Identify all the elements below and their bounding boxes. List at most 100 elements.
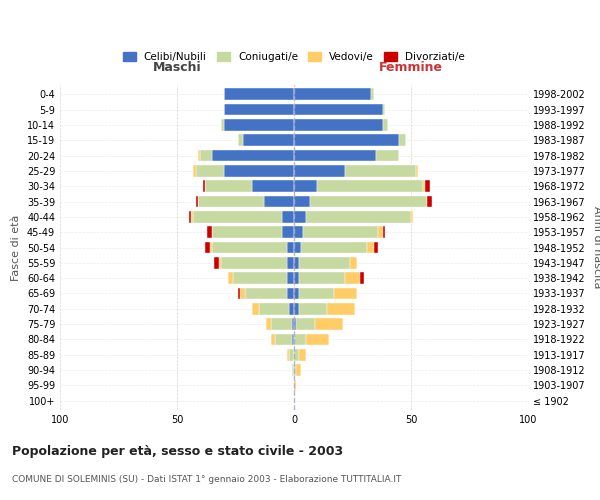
Bar: [208, 226, 212, 238]
Bar: [221, 257, 287, 268]
Bar: [238, 134, 242, 146]
Bar: [416, 165, 418, 176]
Bar: [310, 196, 427, 207]
Bar: [383, 119, 388, 130]
Bar: [289, 303, 294, 314]
Bar: [229, 272, 233, 284]
Bar: [301, 242, 367, 253]
Bar: [287, 349, 289, 360]
Text: COMUNE DI SOLEMINIS (SU) - Dati ISTAT 1° gennaio 2003 - Elaborazione TUTTITALIA.: COMUNE DI SOLEMINIS (SU) - Dati ISTAT 1°…: [12, 475, 401, 484]
Bar: [427, 196, 432, 207]
Bar: [294, 119, 383, 130]
Bar: [299, 303, 327, 314]
Bar: [294, 226, 304, 238]
Bar: [294, 349, 299, 360]
Bar: [400, 134, 406, 146]
Bar: [294, 288, 299, 299]
Bar: [287, 257, 294, 268]
Bar: [294, 165, 346, 176]
Bar: [196, 196, 198, 207]
Bar: [271, 334, 275, 345]
Bar: [238, 288, 240, 299]
Bar: [306, 211, 411, 222]
Bar: [374, 242, 378, 253]
Bar: [242, 134, 294, 146]
Bar: [294, 257, 299, 268]
Bar: [299, 257, 350, 268]
Bar: [221, 119, 224, 130]
Bar: [296, 318, 315, 330]
Bar: [378, 226, 383, 238]
Bar: [240, 288, 245, 299]
Bar: [294, 134, 400, 146]
Bar: [224, 119, 294, 130]
Bar: [334, 288, 357, 299]
Bar: [263, 196, 294, 207]
Bar: [283, 211, 294, 222]
Bar: [196, 165, 224, 176]
Text: Femmine: Femmine: [379, 62, 443, 74]
Bar: [383, 226, 385, 238]
Text: Maschi: Maschi: [152, 62, 202, 74]
Bar: [292, 364, 294, 376]
Bar: [425, 180, 430, 192]
Bar: [294, 380, 296, 391]
Text: Popolazione per età, sesso e stato civile - 2003: Popolazione per età, sesso e stato civil…: [12, 445, 343, 458]
Bar: [252, 303, 259, 314]
Bar: [210, 242, 212, 253]
Bar: [299, 272, 346, 284]
Bar: [294, 104, 383, 116]
Bar: [294, 242, 301, 253]
Bar: [252, 180, 294, 192]
Bar: [224, 88, 294, 100]
Bar: [294, 211, 306, 222]
Bar: [376, 150, 400, 162]
Y-axis label: Fasce di età: Fasce di età: [11, 214, 21, 280]
Bar: [287, 288, 294, 299]
Bar: [359, 272, 364, 284]
Bar: [317, 180, 422, 192]
Bar: [294, 334, 306, 345]
Bar: [294, 150, 376, 162]
Bar: [411, 211, 413, 222]
Bar: [193, 211, 283, 222]
Bar: [315, 318, 343, 330]
Bar: [200, 150, 212, 162]
Bar: [283, 226, 294, 238]
Bar: [350, 257, 357, 268]
Bar: [346, 272, 359, 284]
Bar: [289, 349, 294, 360]
Bar: [275, 334, 292, 345]
Bar: [205, 180, 252, 192]
Bar: [212, 150, 294, 162]
Y-axis label: Anni di nascita: Anni di nascita: [592, 206, 600, 288]
Bar: [189, 211, 191, 222]
Bar: [219, 257, 221, 268]
Bar: [299, 288, 334, 299]
Legend: Celibi/Nubili, Coniugati/e, Vedovi/e, Divorziati/e: Celibi/Nubili, Coniugati/e, Vedovi/e, Di…: [119, 48, 469, 66]
Bar: [346, 165, 416, 176]
Bar: [294, 180, 317, 192]
Bar: [294, 364, 296, 376]
Bar: [294, 196, 310, 207]
Bar: [367, 242, 374, 253]
Bar: [306, 334, 329, 345]
Bar: [292, 318, 294, 330]
Bar: [233, 272, 287, 284]
Bar: [266, 318, 271, 330]
Bar: [203, 180, 205, 192]
Bar: [292, 334, 294, 345]
Bar: [294, 88, 371, 100]
Bar: [191, 211, 193, 222]
Bar: [294, 272, 299, 284]
Bar: [224, 165, 294, 176]
Bar: [259, 303, 289, 314]
Bar: [383, 104, 385, 116]
Bar: [287, 272, 294, 284]
Bar: [294, 318, 296, 330]
Bar: [296, 364, 301, 376]
Bar: [224, 104, 294, 116]
Bar: [212, 242, 287, 253]
Bar: [214, 257, 219, 268]
Bar: [327, 303, 355, 314]
